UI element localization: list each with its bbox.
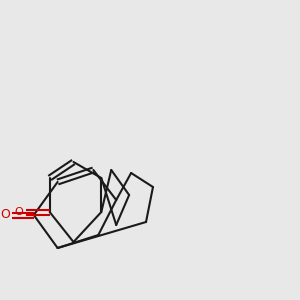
Text: O: O <box>0 208 10 221</box>
Text: O: O <box>14 207 23 217</box>
